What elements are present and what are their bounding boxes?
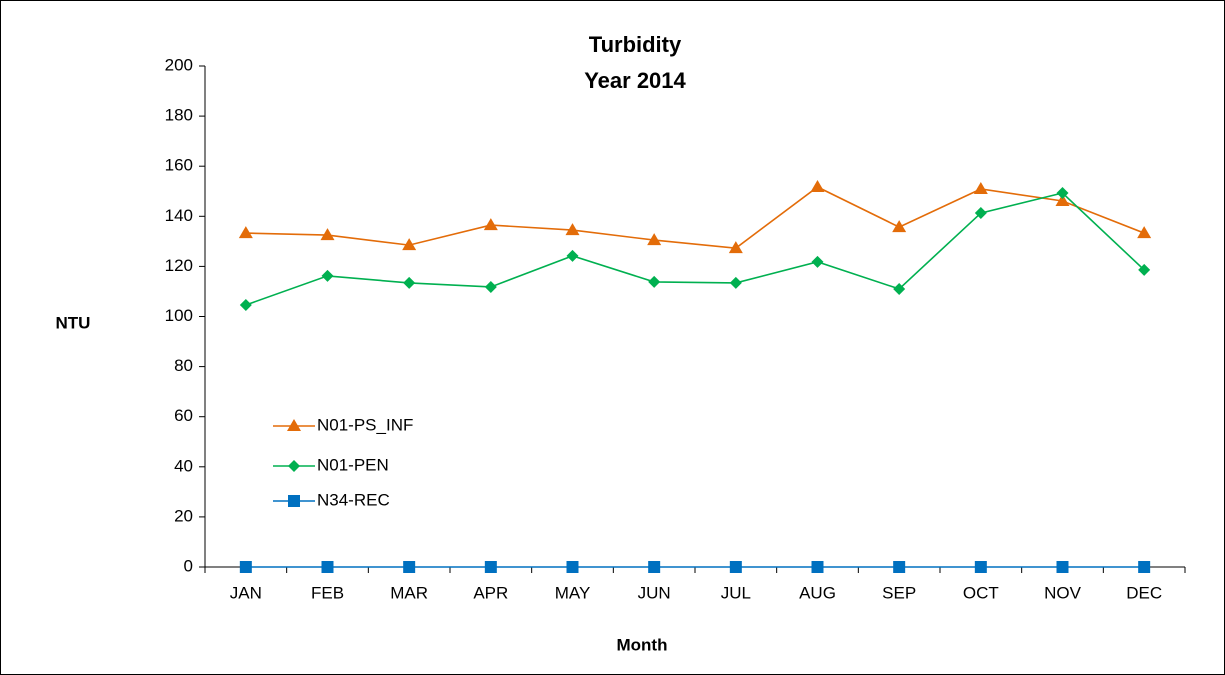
y-tick-label: 0 [184,556,193,575]
data-point [1138,561,1151,573]
x-tick-label: OCT [963,583,999,602]
data-point [321,561,334,573]
legend-label: N01-PS_INF [317,415,413,434]
data-point [648,561,661,573]
data-point [1055,194,1070,207]
x-tick-label: SEP [882,583,916,602]
data-point [1056,561,1069,573]
y-tick-label: 140 [165,206,193,225]
x-tick-label: AUG [799,583,836,602]
data-point [565,223,580,236]
y-tick-label: 120 [165,256,193,275]
data-point [974,561,987,573]
data-point [811,255,824,268]
data-point [320,228,335,241]
legend-label: N01-PEN [317,455,389,474]
data-point [403,561,416,573]
data-point [403,276,416,289]
x-tick-label: MAR [390,583,428,602]
data-point [402,238,417,251]
data-point [239,298,252,311]
x-tick-label: DEC [1126,583,1162,602]
data-point [239,561,252,573]
data-point [1056,187,1069,200]
x-tick-label: APR [473,583,508,602]
chart-subtitle: Year 2014 [584,68,686,93]
legend-marker [287,419,301,431]
data-point [483,218,498,231]
data-point [648,275,661,288]
data-point [1138,263,1151,276]
x-tick-label: FEB [311,583,344,602]
x-tick-label: JUL [721,583,751,602]
x-tick-label: MAY [555,583,591,602]
y-tick-label: 160 [165,156,193,175]
x-tick-label: JUN [638,583,671,602]
data-point [238,226,253,239]
chart-title: Turbidity [589,32,682,57]
legend-marker [288,460,300,472]
x-axis-label: Month [617,635,668,654]
y-axis-label: NTU [56,313,91,332]
y-tick-label: 180 [165,106,193,125]
data-point [893,561,906,573]
data-point [729,561,742,573]
x-tick-label: NOV [1044,583,1082,602]
data-point [892,220,907,233]
y-tick-label: 100 [165,306,193,325]
y-tick-label: 60 [174,406,193,425]
data-point [973,181,988,194]
series-line [245,192,1145,306]
data-point [1137,226,1152,239]
series-line [245,186,1145,249]
data-point [484,561,497,573]
y-tick-label: 20 [174,506,193,525]
data-point [811,561,824,573]
legend-marker [288,495,300,507]
data-point [321,269,334,282]
data-point [566,249,579,262]
data-point [974,207,987,220]
data-point [484,280,497,293]
data-point [729,276,742,289]
data-point [810,179,825,192]
data-point [647,233,662,246]
data-point [893,282,906,295]
y-tick-label: 80 [174,356,193,375]
data-point [566,561,579,573]
y-tick-label: 40 [174,456,193,475]
y-tick-label: 200 [165,55,193,74]
data-point [728,241,743,254]
x-tick-label: JAN [230,583,262,602]
legend-label: N34-REC [317,490,390,509]
